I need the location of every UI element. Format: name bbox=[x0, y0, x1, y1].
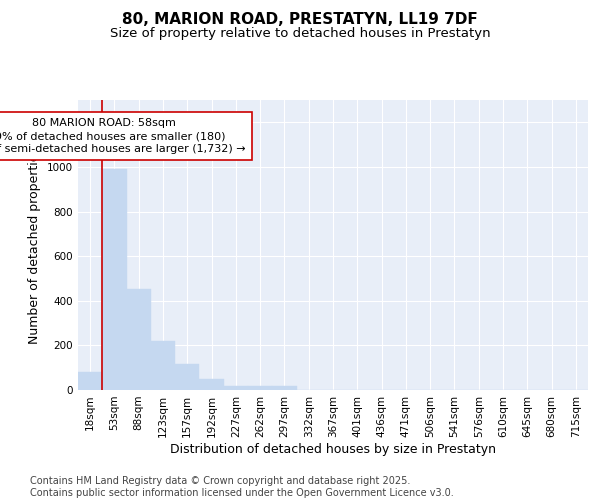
Text: Contains HM Land Registry data © Crown copyright and database right 2025.
Contai: Contains HM Land Registry data © Crown c… bbox=[30, 476, 454, 498]
Y-axis label: Number of detached properties: Number of detached properties bbox=[28, 146, 41, 344]
X-axis label: Distribution of detached houses by size in Prestatyn: Distribution of detached houses by size … bbox=[170, 442, 496, 456]
Text: 80 MARION ROAD: 58sqm
← 9% of detached houses are smaller (180)
89% of semi-deta: 80 MARION ROAD: 58sqm ← 9% of detached h… bbox=[0, 118, 246, 154]
Bar bbox=[272, 386, 296, 390]
Bar bbox=[151, 341, 175, 390]
Text: 80, MARION ROAD, PRESTATYN, LL19 7DF: 80, MARION ROAD, PRESTATYN, LL19 7DF bbox=[122, 12, 478, 28]
Bar bbox=[248, 386, 272, 390]
Bar bbox=[102, 169, 127, 390]
Bar bbox=[127, 288, 151, 390]
Bar bbox=[175, 364, 199, 390]
Bar bbox=[199, 379, 224, 390]
Text: Size of property relative to detached houses in Prestatyn: Size of property relative to detached ho… bbox=[110, 28, 490, 40]
Bar bbox=[78, 372, 102, 390]
Bar bbox=[224, 386, 248, 390]
